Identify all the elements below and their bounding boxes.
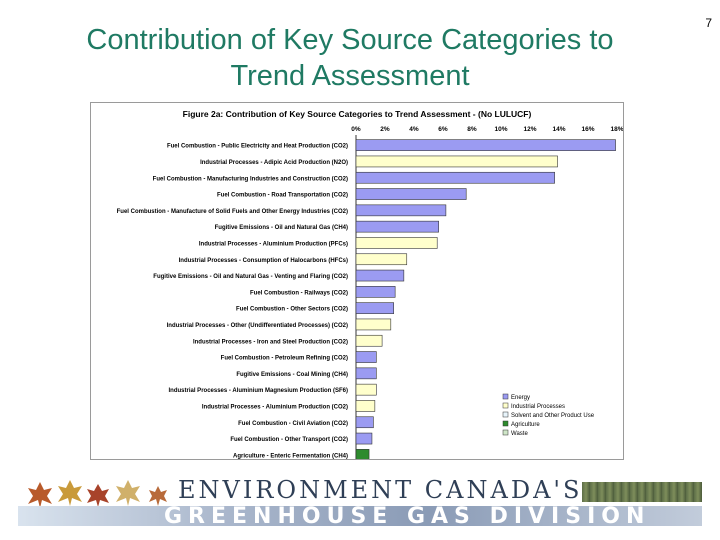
category-label: Fuel Combustion - Public Electricity and… [167,144,348,150]
bar [355,367,377,380]
bar [355,383,377,396]
legend-label: Industrial Processes [511,404,565,410]
x-tick-label: 18% [610,126,623,133]
legend-swatch [502,420,509,427]
slide-title-line1: Contribution of Key Source Categories to [86,24,614,56]
footer-banner: ENVIRONMENT CANADA'S GREENHOUSE GAS DIVI… [18,476,702,528]
category-label: Fuel Combustion - Petroleum Refining (CO… [221,356,348,362]
category-label: Industrial Processes - Other (Undifferen… [167,323,348,329]
category-label: Fuel Combustion - Manufacturing Industri… [153,176,348,182]
legend-swatch [502,402,509,409]
category-label: Fuel Combustion - Civil Aviation (CO2) [238,421,348,427]
category-label: Fuel Combustion - Manufacture of Solid F… [117,209,348,215]
bar [355,449,370,459]
category-label: Industrial Processes - Consumption of Ha… [179,258,348,264]
x-tick-label: 8% [467,126,477,133]
maple-leaves-logo [28,480,167,508]
category-label: Industrial Processes - Adipic Acid Produ… [200,160,348,166]
bar [355,171,555,184]
bar [355,416,374,429]
legend-swatch [502,393,509,400]
bar [355,318,392,331]
category-label: Fuel Combustion - Road Transportation (C… [217,193,348,199]
category-label: Fugitive Emissions - Oil and Natural Gas… [215,225,348,231]
bar [355,155,558,168]
x-tick-label: 14% [552,126,565,133]
bar [355,220,439,233]
x-tick-label: 6% [438,126,448,133]
bar [355,188,467,200]
bar [355,139,616,151]
bar [355,334,383,347]
chart-title: Figure 2a: Contribution of Key Source Ca… [183,109,532,119]
legend-label: Waste [511,431,528,437]
bar [355,351,377,363]
legend-swatch [502,411,509,418]
banner-subtitle: GREENHOUSE GAS DIVISION [164,504,651,529]
bar [355,204,447,217]
category-label: Industrial Processes - Aluminium Product… [199,241,348,247]
bar [355,432,373,445]
x-tick-label: 2% [380,126,390,133]
legend-swatch [502,429,509,436]
bar-chart: Figure 2a: Contribution of Key Source Ca… [117,109,623,459]
category-label: Industrial Processes - Iron and Steel Pr… [193,339,348,345]
bar [355,253,408,266]
category-label: Industrial Processes - Aluminium Product… [202,404,348,410]
x-tick-label: 0% [351,126,361,133]
bar [355,400,376,412]
x-tick-label: 12% [523,126,536,133]
bar [355,269,405,282]
slide-title: Contribution of Key Source Categories to… [40,22,660,94]
category-label: Agriculture - Enteric Fermentation (CH4) [233,453,348,459]
category-label: Fugitive Emissions - Coal Mining (CH4) [236,372,348,378]
chart-frame: Figure 2a: Contribution of Key Source Ca… [90,102,624,460]
bar [355,286,396,298]
category-label: Fugitive Emissions - Oil and Natural Gas… [153,274,348,280]
x-tick-label: 10% [494,126,507,133]
slide-title-line2: Trend Assessment [230,60,470,92]
legend-label: Agriculture [511,422,540,428]
category-label: Industrial Processes - Aluminium Magnesi… [169,388,348,394]
bar [355,237,438,249]
category-label: Fuel Combustion - Other Transport (CO2) [230,437,348,443]
x-tick-label: 16% [581,126,594,133]
page-number: 7 [705,16,712,30]
category-label: Fuel Combustion - Other Sectors (CO2) [236,307,348,313]
banner-title: ENVIRONMENT CANADA'S [178,476,583,504]
banner-strip: GREENHOUSE GAS DIVISION [18,504,702,529]
category-label: Fuel Combustion - Railways (CO2) [250,290,348,296]
forest-image [582,482,702,502]
legend-label: Energy [511,395,530,401]
legend-label: Solvent and Other Product Use [511,413,595,419]
x-tick-label: 4% [409,126,419,133]
bar [355,302,395,314]
